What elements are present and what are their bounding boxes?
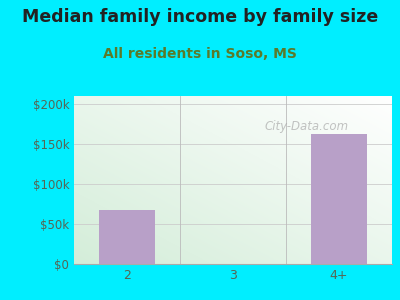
Bar — [312, 134, 366, 264]
Bar — [100, 210, 154, 264]
Text: All residents in Soso, MS: All residents in Soso, MS — [103, 46, 297, 61]
Text: City-Data.com: City-Data.com — [264, 120, 348, 133]
Text: Median family income by family size: Median family income by family size — [22, 8, 378, 26]
